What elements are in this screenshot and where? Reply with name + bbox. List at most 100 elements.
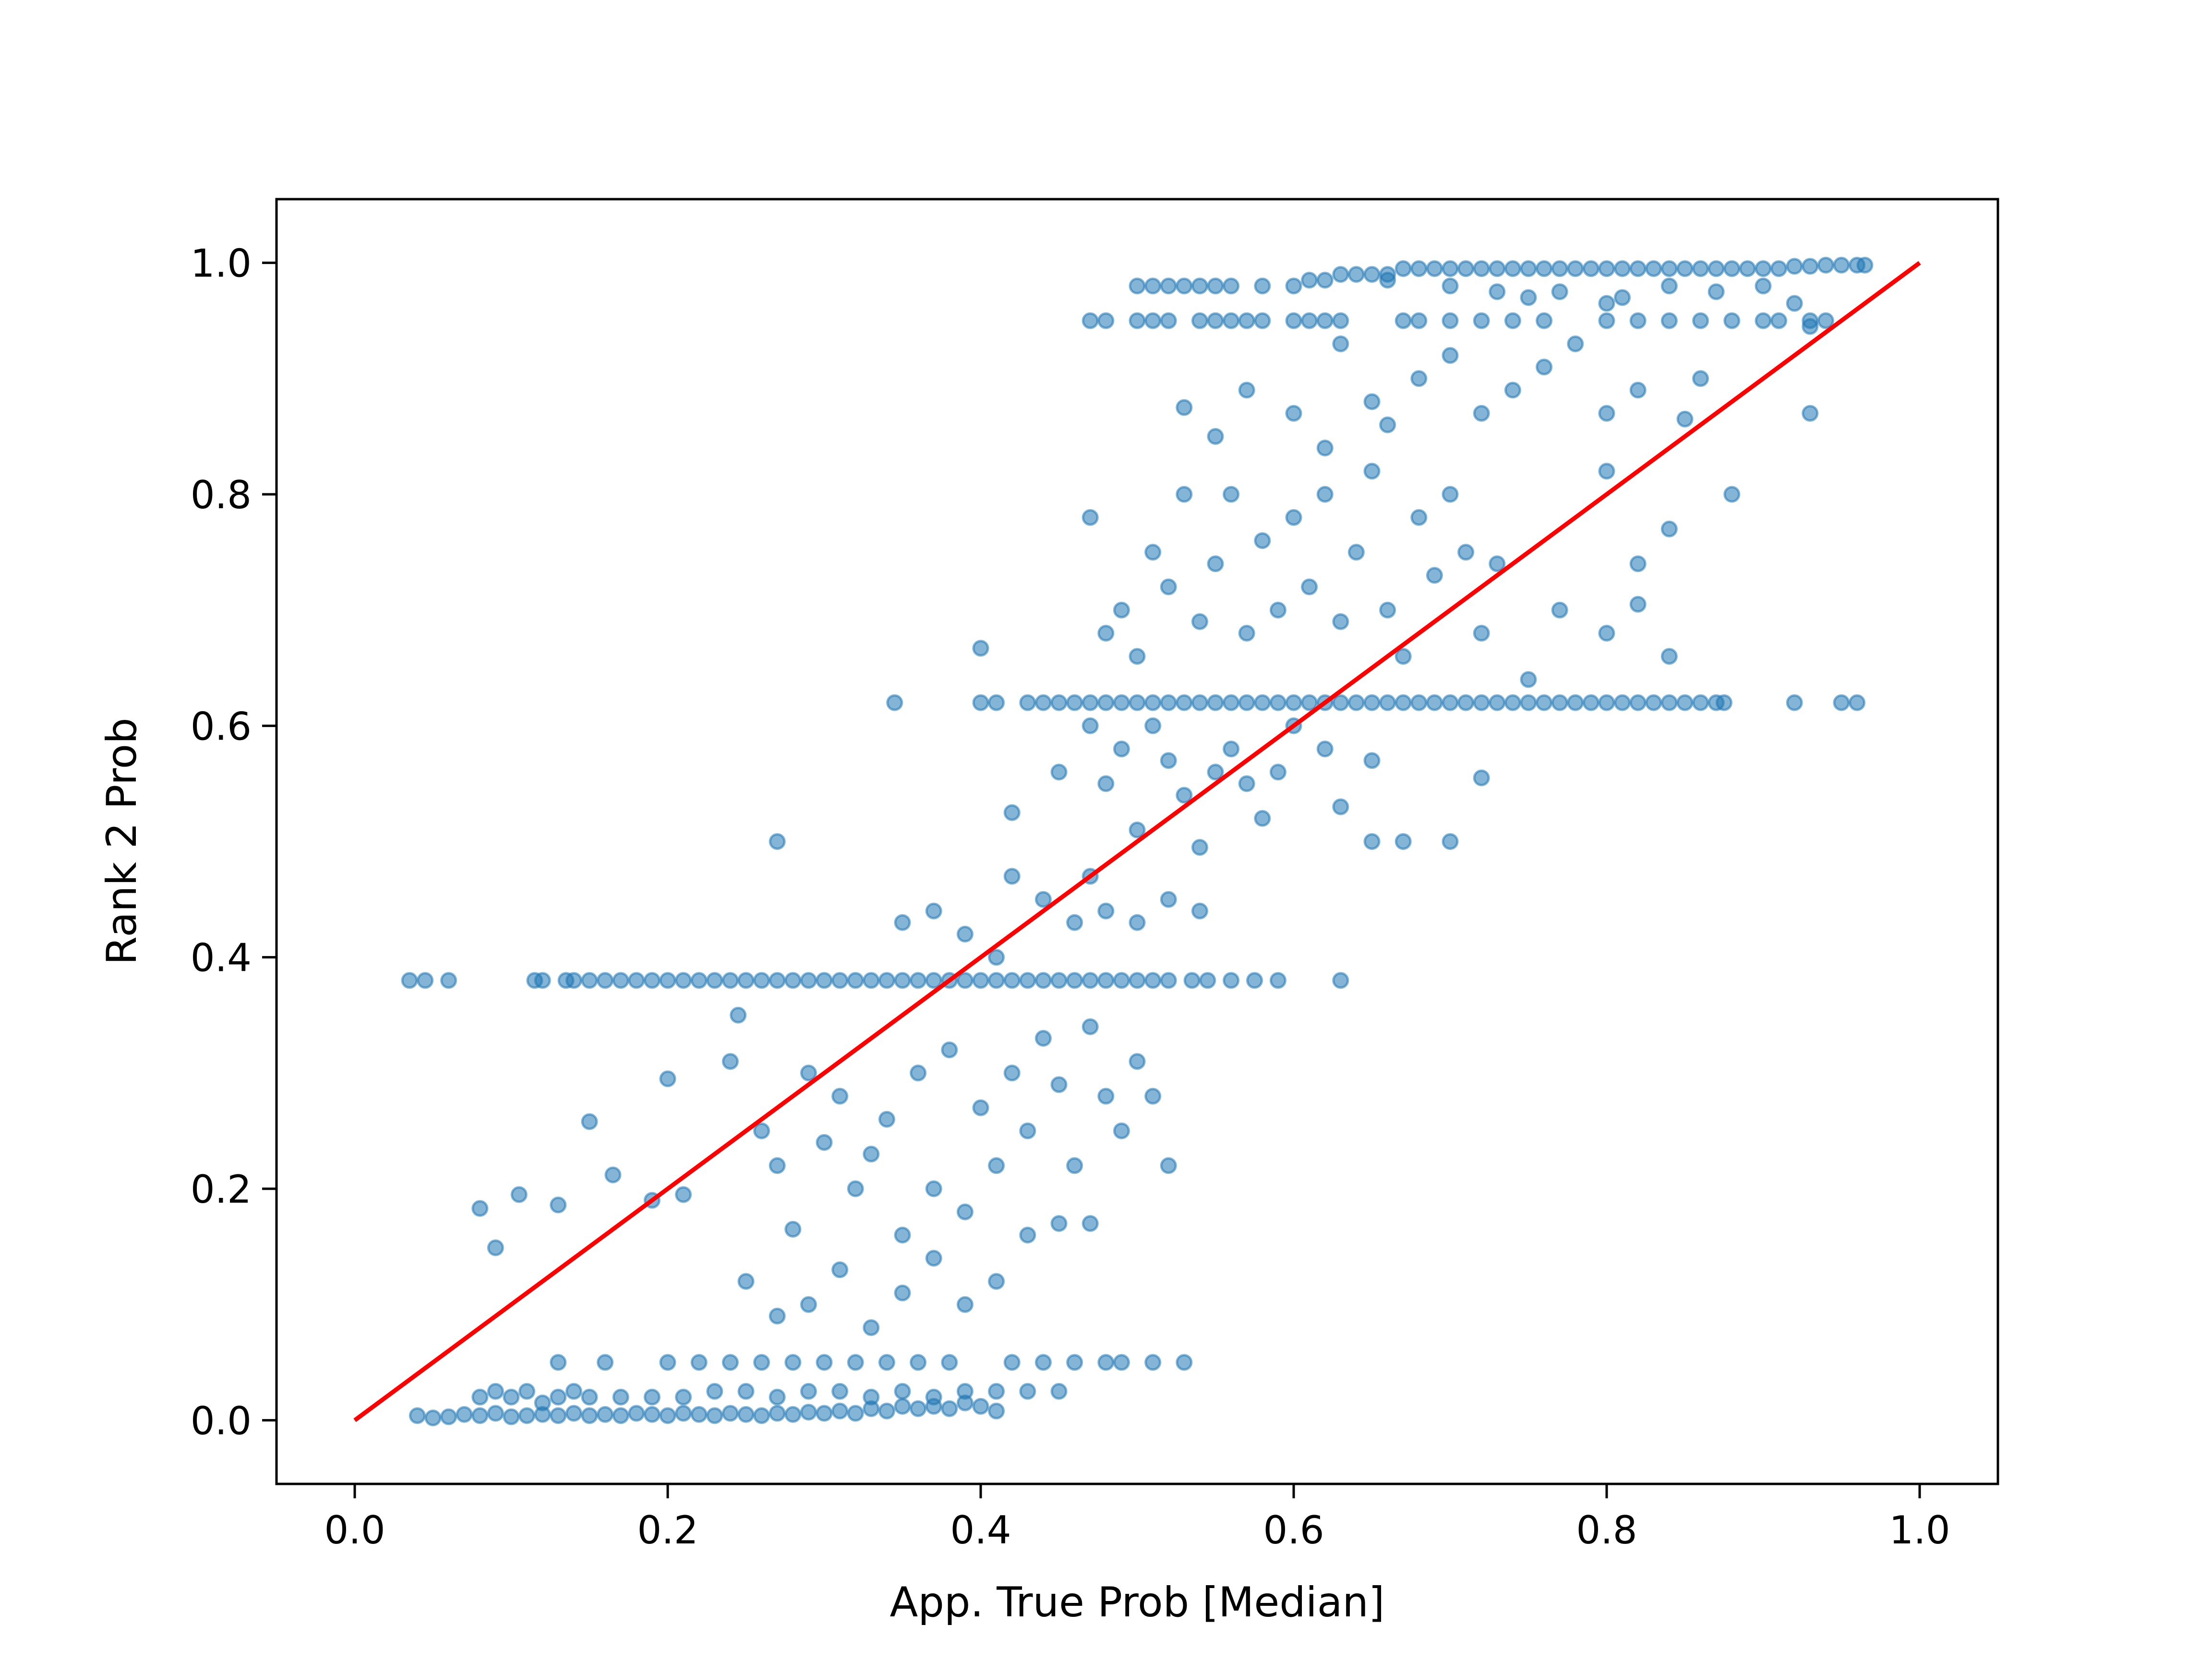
data-point — [1114, 695, 1129, 710]
data-point — [1552, 695, 1567, 710]
data-point — [1568, 262, 1583, 276]
data-point — [1052, 1384, 1066, 1398]
data-point — [1146, 313, 1160, 328]
data-point — [1694, 262, 1708, 276]
data-point — [488, 1241, 503, 1255]
data-point — [1318, 487, 1332, 502]
data-point — [1208, 429, 1223, 443]
data-point — [1161, 1159, 1176, 1173]
data-point — [1678, 262, 1692, 276]
data-point — [1490, 285, 1504, 299]
data-point — [879, 1355, 894, 1370]
data-point — [974, 1100, 988, 1115]
data-point — [1201, 973, 1215, 988]
x-axis-label: App. True Prob [Median] — [890, 1578, 1385, 1626]
data-point — [1396, 835, 1410, 849]
data-point — [1271, 973, 1285, 988]
data-point — [1599, 695, 1614, 710]
data-point — [410, 1409, 424, 1423]
data-point — [1396, 695, 1410, 710]
data-point — [613, 1390, 628, 1404]
data-point — [1177, 487, 1191, 502]
data-point — [723, 1054, 737, 1069]
data-point — [1709, 262, 1723, 276]
data-point — [1631, 557, 1645, 571]
data-point — [402, 973, 417, 988]
data-point — [1412, 262, 1426, 276]
data-point — [1239, 626, 1254, 640]
data-point — [582, 1409, 597, 1423]
data-point — [989, 1159, 1004, 1173]
data-point — [1005, 869, 1019, 884]
data-point — [1286, 279, 1301, 293]
data-point — [1412, 695, 1426, 710]
data-point — [1818, 258, 1833, 273]
data-point — [1224, 973, 1238, 988]
data-point — [1568, 695, 1583, 710]
data-point — [661, 1072, 675, 1086]
data-point — [1130, 649, 1144, 664]
data-point — [551, 1409, 565, 1423]
data-point — [442, 1410, 456, 1424]
data-point — [1239, 313, 1254, 328]
data-point — [1036, 973, 1050, 988]
data-point — [1224, 279, 1238, 293]
data-point — [1334, 973, 1348, 988]
data-point — [1021, 1384, 1035, 1398]
data-point — [1615, 262, 1630, 276]
data-point — [1083, 1019, 1097, 1034]
data-point — [911, 973, 926, 988]
data-point — [1631, 262, 1645, 276]
data-point — [676, 1187, 691, 1202]
data-point — [1694, 371, 1708, 386]
data-point — [1599, 626, 1614, 640]
data-point — [1192, 313, 1207, 328]
data-point — [1036, 1031, 1050, 1046]
data-point — [1005, 973, 1019, 988]
data-point — [879, 1112, 894, 1126]
data-point — [1725, 262, 1739, 276]
data-point — [1161, 580, 1176, 594]
data-point — [974, 695, 988, 710]
data-point — [582, 1390, 597, 1404]
data-point — [1068, 1159, 1082, 1173]
x-tick-label: 1.0 — [1889, 1508, 1950, 1553]
data-point — [833, 1263, 847, 1277]
data-point — [1459, 695, 1473, 710]
data-point — [989, 1274, 1004, 1289]
data-point — [598, 1355, 613, 1370]
data-point — [1599, 464, 1614, 478]
data-point — [1286, 695, 1301, 710]
data-point — [755, 1355, 769, 1370]
data-point — [1427, 695, 1442, 710]
data-point — [1239, 695, 1254, 710]
data-point — [1474, 262, 1489, 276]
data-point — [958, 1205, 972, 1219]
data-point — [1224, 313, 1238, 328]
data-point — [1286, 313, 1301, 328]
data-point — [598, 1407, 613, 1422]
data-point — [1161, 279, 1176, 293]
data-point — [1662, 279, 1676, 293]
data-point — [1208, 765, 1223, 779]
data-point — [1286, 406, 1301, 420]
data-point — [1858, 258, 1872, 273]
x-tick-label: 0.8 — [1576, 1508, 1637, 1553]
data-point — [1146, 695, 1160, 710]
data-point — [1631, 695, 1645, 710]
data-point — [1271, 603, 1285, 617]
data-point — [1192, 695, 1207, 710]
data-point — [1662, 522, 1676, 536]
data-point — [473, 1409, 487, 1423]
data-point — [1255, 534, 1270, 548]
data-point — [1537, 262, 1551, 276]
data-point — [958, 927, 972, 941]
data-point — [864, 1147, 878, 1161]
data-point — [598, 973, 613, 988]
data-point — [1146, 718, 1160, 733]
data-point — [1552, 285, 1567, 299]
data-point — [1177, 279, 1191, 293]
data-point — [1662, 695, 1676, 710]
data-point — [1334, 337, 1348, 351]
x-tick-label: 0.6 — [1263, 1508, 1324, 1553]
